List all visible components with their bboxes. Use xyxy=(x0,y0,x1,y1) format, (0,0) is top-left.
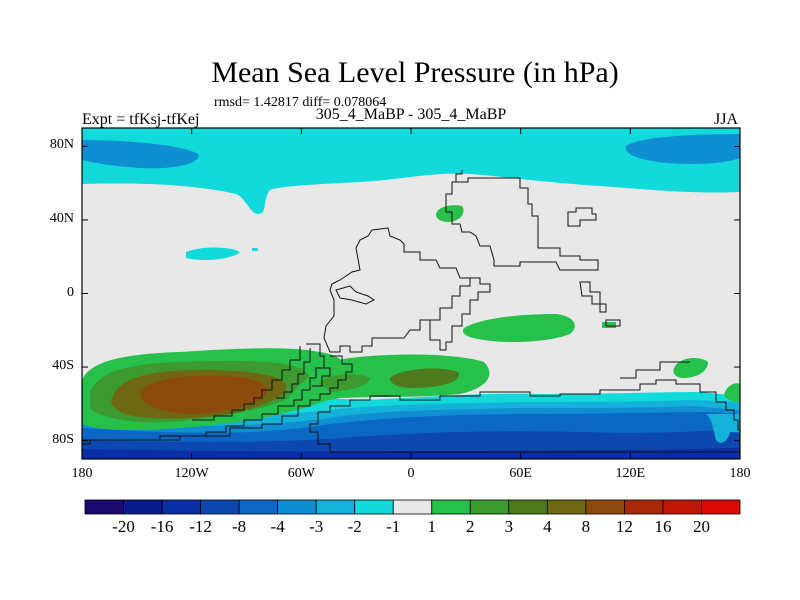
colorbar-box xyxy=(585,499,625,515)
coastline-africa-inner xyxy=(335,285,375,305)
colorbar-box xyxy=(508,499,548,515)
x-tick-label: 60E xyxy=(509,466,532,481)
axis-ticks xyxy=(81,128,741,459)
x-tick-label: 120W xyxy=(174,466,209,481)
colorbar-box xyxy=(123,499,163,515)
colorbar-label: -2 xyxy=(347,517,362,536)
north-polar-band xyxy=(82,128,740,214)
y-tick-label: 40N xyxy=(49,210,74,226)
coastline-island xyxy=(605,319,621,327)
subtitle-label: 305_4_MaBP - 305_4_MaBP xyxy=(315,106,507,123)
colorbar-label: -8 xyxy=(232,517,247,536)
colorbar-label: -4 xyxy=(270,517,285,536)
colorbar-label: 20 xyxy=(692,517,710,536)
colorbar-box xyxy=(238,499,279,515)
colorbar-label: 4 xyxy=(543,517,552,536)
colorbar-box xyxy=(84,499,124,515)
x-tick-label: 120E xyxy=(615,466,646,481)
small-cyan-patch xyxy=(186,247,240,260)
y-tick-label: 0 xyxy=(67,284,74,300)
colorbar-label: 12 xyxy=(615,517,633,536)
colorbar-box xyxy=(161,499,201,515)
colorbar-box xyxy=(315,499,356,515)
north-green-blob xyxy=(436,205,464,222)
colorbar-label: -1 xyxy=(386,517,401,536)
coastlines xyxy=(82,170,740,453)
colorbar-label: -3 xyxy=(309,517,324,536)
x-tick-label: 180 xyxy=(729,466,751,481)
x-tick-label: 0 xyxy=(407,466,415,481)
southwest-pacific-blob xyxy=(673,358,708,378)
tiny-cyan-patch xyxy=(252,248,258,251)
tropical-indian-blob xyxy=(462,314,575,342)
colorbar-box xyxy=(200,499,240,515)
colorbar-label: 16 xyxy=(654,517,672,536)
colorbar-label: -20 xyxy=(112,517,135,536)
colorbar-label: 8 xyxy=(581,517,591,536)
coastline-sea-connector xyxy=(276,348,311,399)
coastline-southern-connector xyxy=(192,346,301,421)
coastline-indian-subcontinent xyxy=(430,278,471,321)
coastline-antarctica-west xyxy=(82,355,353,441)
chart-title: Mean Sea Level Pressure (in hPa) xyxy=(211,56,619,89)
coastline-north-atlantic xyxy=(455,170,463,182)
colorbar-label: -12 xyxy=(189,517,212,536)
southern-notch xyxy=(706,414,740,443)
y-tick-label: 80S xyxy=(52,431,74,447)
coastline-middle-inlet xyxy=(312,367,331,387)
stats-label: rmsd= 1.42817 diff= 0.078064 xyxy=(214,95,387,110)
south-atlantic-high-4 xyxy=(390,368,459,388)
coastline-asia-east xyxy=(567,207,597,227)
coastline-south-atlantic-bottom xyxy=(309,412,740,453)
coastline-eurasia xyxy=(445,177,599,271)
y-tick-label: 80N xyxy=(49,137,74,153)
coastline-africa-india xyxy=(323,227,491,353)
colorbar-box xyxy=(392,499,433,515)
colorbar-box xyxy=(701,499,741,515)
coastline-australia xyxy=(620,361,690,379)
x-tick-label: 60W xyxy=(287,466,315,481)
colorbar-box xyxy=(624,499,664,515)
y-tick-label: 40S xyxy=(52,358,74,374)
colorbar-label: 2 xyxy=(466,517,475,536)
colorbar-box xyxy=(431,499,471,515)
south-pacific-high-5 xyxy=(140,375,267,414)
colorbar-box xyxy=(546,499,587,515)
x-tick-label: 180 xyxy=(71,466,93,481)
coastline-southeast-asia xyxy=(579,281,607,313)
colorbar-box xyxy=(662,499,702,515)
colorbar-label: 1 xyxy=(427,517,437,536)
season-label: JJA xyxy=(714,111,739,128)
colorbar-box xyxy=(277,499,317,515)
experiment-label: Expt = tfKsj-tfKej xyxy=(82,111,200,128)
colorbar-label: 3 xyxy=(504,517,514,536)
colorbar-label: -16 xyxy=(150,517,174,536)
dateline-blob xyxy=(724,383,740,402)
colorbar-box xyxy=(354,499,394,515)
coastline-antarctica-main xyxy=(318,379,740,431)
colorbar-box xyxy=(469,499,510,515)
arctic-low-east xyxy=(625,134,740,164)
arctic-low-west xyxy=(82,140,199,169)
